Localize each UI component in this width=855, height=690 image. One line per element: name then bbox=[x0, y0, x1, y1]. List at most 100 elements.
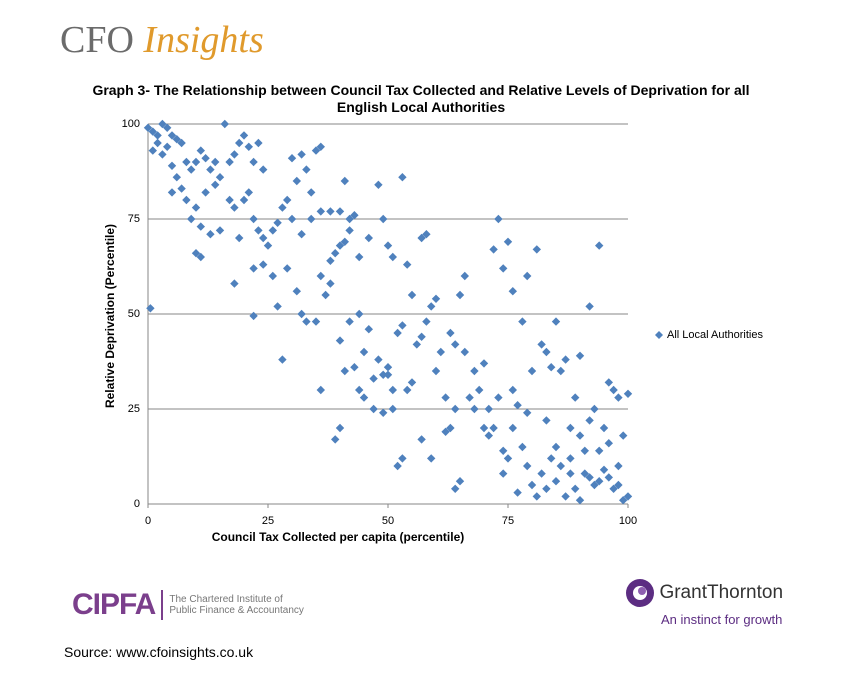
y-tick-label: 100 bbox=[122, 118, 140, 130]
point bbox=[479, 359, 489, 368]
point bbox=[316, 385, 325, 395]
point bbox=[542, 484, 551, 493]
x-tick-label: 100 bbox=[619, 515, 637, 527]
point bbox=[604, 439, 613, 448]
point bbox=[398, 321, 407, 330]
cipfa-logo: CIPFA The Chartered Institute of Public F… bbox=[72, 588, 304, 622]
point bbox=[235, 138, 244, 148]
point bbox=[287, 154, 297, 163]
x-tick-label: 25 bbox=[262, 515, 274, 527]
point bbox=[278, 203, 287, 212]
point bbox=[335, 241, 345, 250]
point bbox=[302, 165, 311, 174]
point bbox=[388, 404, 397, 414]
point bbox=[393, 328, 402, 338]
point bbox=[499, 264, 508, 273]
point bbox=[153, 138, 162, 148]
point bbox=[167, 161, 177, 170]
point bbox=[542, 416, 551, 425]
point bbox=[331, 435, 340, 444]
point bbox=[398, 454, 407, 463]
point bbox=[191, 203, 201, 212]
point bbox=[187, 214, 196, 224]
point bbox=[307, 188, 316, 197]
point bbox=[335, 336, 345, 345]
point bbox=[379, 370, 388, 379]
point bbox=[249, 311, 258, 321]
point bbox=[556, 366, 565, 376]
logo-cfo: CFO bbox=[60, 19, 134, 61]
point bbox=[566, 454, 575, 463]
point bbox=[494, 214, 503, 224]
point bbox=[595, 241, 604, 250]
point bbox=[470, 404, 479, 414]
point bbox=[460, 271, 469, 281]
point bbox=[182, 195, 191, 205]
point bbox=[417, 332, 426, 341]
point bbox=[427, 454, 436, 463]
point bbox=[431, 366, 441, 376]
legend-label: All Local Authorities bbox=[667, 329, 763, 341]
point bbox=[316, 207, 325, 216]
point bbox=[508, 423, 517, 433]
point bbox=[249, 264, 258, 273]
point bbox=[201, 188, 210, 197]
point bbox=[230, 150, 239, 159]
point bbox=[374, 180, 383, 189]
logo-insights: Insights bbox=[143, 19, 264, 61]
point bbox=[364, 325, 373, 334]
point bbox=[388, 385, 397, 395]
point bbox=[427, 302, 436, 311]
point bbox=[283, 264, 292, 273]
point bbox=[590, 480, 599, 490]
y-axis-label: Relative Deprivation (Percentile) bbox=[103, 224, 117, 408]
point bbox=[259, 260, 268, 269]
point bbox=[513, 401, 522, 410]
point bbox=[172, 135, 181, 144]
point bbox=[316, 142, 325, 151]
point bbox=[369, 404, 378, 414]
cfo-logo: CFO Insights bbox=[60, 18, 264, 62]
point bbox=[268, 271, 277, 281]
point bbox=[311, 317, 321, 326]
point bbox=[191, 249, 201, 258]
divider bbox=[161, 590, 164, 620]
point bbox=[191, 157, 201, 167]
point bbox=[187, 165, 196, 174]
point bbox=[292, 176, 301, 186]
point bbox=[571, 393, 580, 402]
point bbox=[211, 180, 220, 189]
point bbox=[542, 347, 551, 357]
legend-marker bbox=[655, 331, 663, 339]
point bbox=[340, 176, 349, 186]
point bbox=[417, 435, 426, 444]
point bbox=[551, 442, 561, 452]
point bbox=[244, 142, 253, 151]
point bbox=[446, 423, 455, 433]
point bbox=[355, 252, 364, 262]
point bbox=[475, 385, 484, 395]
point bbox=[148, 146, 157, 155]
point bbox=[215, 226, 225, 235]
point bbox=[585, 473, 594, 482]
point bbox=[503, 454, 513, 463]
point bbox=[403, 260, 412, 269]
cipfa-sub-line: Public Finance & Accountancy bbox=[169, 605, 304, 616]
point bbox=[158, 150, 167, 159]
point bbox=[235, 233, 244, 243]
point bbox=[201, 154, 210, 163]
point bbox=[167, 131, 177, 140]
point bbox=[585, 302, 594, 311]
point bbox=[379, 214, 388, 224]
point bbox=[172, 173, 181, 182]
point bbox=[623, 389, 633, 398]
point bbox=[379, 408, 388, 417]
point bbox=[350, 211, 359, 220]
point bbox=[196, 252, 205, 262]
point bbox=[451, 404, 460, 414]
point bbox=[537, 340, 546, 349]
point bbox=[148, 127, 157, 136]
point bbox=[388, 252, 397, 262]
point bbox=[182, 157, 191, 167]
point bbox=[619, 496, 628, 505]
